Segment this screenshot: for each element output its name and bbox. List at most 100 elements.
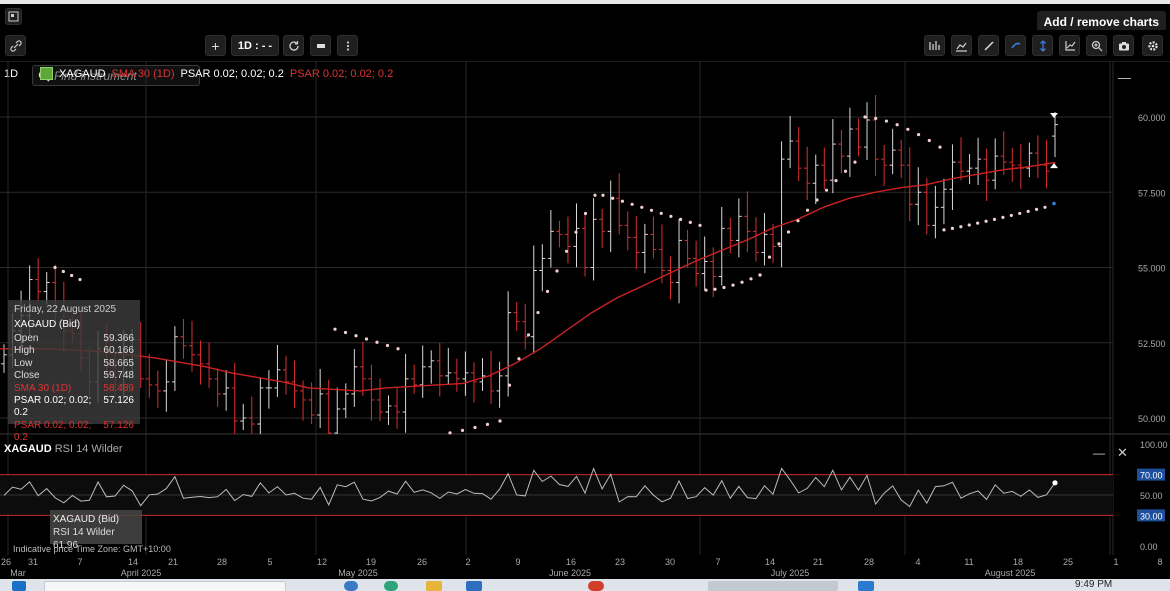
indicators-icon	[929, 40, 940, 50]
rsi-tooltip-title: XAGAUD (Bid)	[53, 514, 120, 525]
legend-symbol[interactable]: XAGAUD	[59, 67, 106, 80]
psar-dot	[777, 242, 781, 246]
date-tick-label: 28	[864, 557, 874, 567]
search-input[interactable]	[50, 68, 194, 83]
main-pane-minimize-button[interactable]: —	[1118, 70, 1131, 85]
psar-dot	[333, 327, 337, 331]
start-button[interactable]	[12, 581, 26, 591]
legend-psar-1[interactable]: PSAR 0.02; 0.02; 0.2	[180, 67, 284, 80]
indicators-button[interactable]	[924, 35, 945, 56]
date-tick-label: 19	[366, 557, 376, 567]
price-tick-label: 52.500	[1138, 339, 1166, 349]
timeframe-selector[interactable]: 1D : - -	[231, 35, 279, 56]
add-instrument-button[interactable]: +	[205, 35, 226, 56]
date-tick-label: 28	[217, 557, 227, 567]
rsi-tick-label: 100.00	[1140, 440, 1168, 450]
psar-dot	[874, 116, 878, 120]
add-remove-charts-button[interactable]: Add / remove charts	[1036, 11, 1166, 33]
magnet-button[interactable]	[1005, 35, 1026, 56]
instrument-icon	[40, 67, 54, 80]
date-tick-label: 7	[77, 557, 82, 567]
psar-dot	[1043, 205, 1047, 209]
taskbar-search[interactable]	[44, 581, 286, 591]
screenshot-button[interactable]	[1113, 35, 1134, 56]
psar-dot	[984, 219, 988, 223]
more-options-button[interactable]	[337, 35, 358, 56]
psar-dot	[834, 179, 838, 183]
psar-dot	[61, 269, 65, 274]
date-tick-label: 21	[168, 557, 178, 567]
link-button[interactable]	[5, 35, 26, 56]
psar-dot	[448, 431, 452, 435]
psar-dot	[396, 347, 400, 351]
taskbar-app-2[interactable]	[384, 581, 398, 591]
taskbar-app-4[interactable]	[466, 581, 482, 591]
tooltip-value-high: 60.166	[103, 345, 134, 357]
axis-button[interactable]	[1059, 35, 1080, 56]
taskbar-app-5[interactable]	[588, 581, 604, 591]
psar-dot	[740, 280, 744, 284]
date-tick-label: 21	[813, 557, 823, 567]
taskbar-app-1[interactable]	[344, 581, 358, 591]
zoom-button[interactable]	[1086, 35, 1107, 56]
chart-area-icon	[956, 42, 967, 52]
psar-dot	[815, 198, 819, 202]
trendline-button[interactable]	[978, 35, 999, 56]
psar-current-dot	[1052, 201, 1056, 206]
gear-icon	[1147, 40, 1158, 51]
psar-dot	[70, 273, 74, 278]
tooltip-label-sma: SMA 30 (1D)	[14, 382, 72, 394]
psar-dot	[959, 225, 963, 229]
crosshair-button[interactable]	[1032, 35, 1053, 56]
date-tick-label: 26	[1, 557, 11, 567]
taskbar-app-6[interactable]	[858, 581, 874, 591]
psar-dot	[722, 285, 726, 290]
tooltip-label-open: Open	[14, 333, 39, 344]
psar-dot	[564, 249, 569, 253]
date-tick-label: 9	[515, 557, 520, 567]
price-tick-label: 60.000	[1138, 113, 1166, 123]
line-tool-icon	[983, 40, 994, 51]
psar-dot	[704, 288, 708, 292]
psar-dot	[1009, 213, 1013, 218]
taskbar-clock[interactable]: 9:49 PM	[1075, 579, 1113, 590]
date-tick-label: 4	[915, 557, 920, 567]
panel-icon	[8, 11, 19, 22]
search-box[interactable]	[32, 65, 200, 86]
psar-dot	[950, 226, 955, 231]
psar-dot	[630, 202, 634, 206]
psar-dot	[1034, 207, 1039, 211]
date-tick-label: 31	[28, 557, 38, 567]
legend-sma[interactable]: SMA 30 (1D)	[111, 67, 175, 80]
rsi-line	[3, 467, 1056, 508]
psar-dot	[354, 334, 358, 338]
psar-dot	[460, 428, 465, 432]
chart-area[interactable]: 60.00057.50055.00052.50050.000100.0070.0…	[0, 61, 1170, 581]
price-tick-label: 50.000	[1138, 414, 1166, 424]
date-tick-label: 2	[465, 557, 470, 567]
rsi-level-badge	[1137, 509, 1165, 522]
date-tick-label: 12	[317, 557, 327, 567]
top-bar: Add / remove charts	[0, 4, 1170, 33]
psar-dot	[1026, 209, 1030, 214]
psar-dot	[485, 422, 490, 427]
tooltip-date: Friday, 22 August 2025	[14, 304, 117, 315]
psar-dot	[583, 211, 588, 216]
rsi-pane-close-button[interactable]: ✕	[1117, 445, 1128, 460]
rsi-indicator-name[interactable]: RSI 14 Wilder	[54, 443, 123, 455]
psar-dot	[992, 217, 997, 221]
psar-dot	[895, 123, 899, 127]
psar-dot	[749, 277, 753, 281]
drawing-tools-button[interactable]	[951, 35, 972, 56]
chart-type-button[interactable]	[310, 35, 331, 56]
refresh-button[interactable]	[283, 35, 304, 56]
rsi-pane-minimize-button[interactable]: —	[1093, 446, 1105, 460]
settings-button[interactable]	[1142, 35, 1163, 56]
psar-dot	[555, 269, 559, 273]
taskbar-active-app[interactable]	[708, 581, 838, 591]
sma-line	[0, 161, 1056, 392]
expand-panel-button[interactable]	[5, 8, 22, 25]
taskbar-app-3[interactable]	[426, 581, 442, 591]
vertical-arrows-icon	[1039, 39, 1046, 52]
camera-icon	[1118, 41, 1129, 50]
